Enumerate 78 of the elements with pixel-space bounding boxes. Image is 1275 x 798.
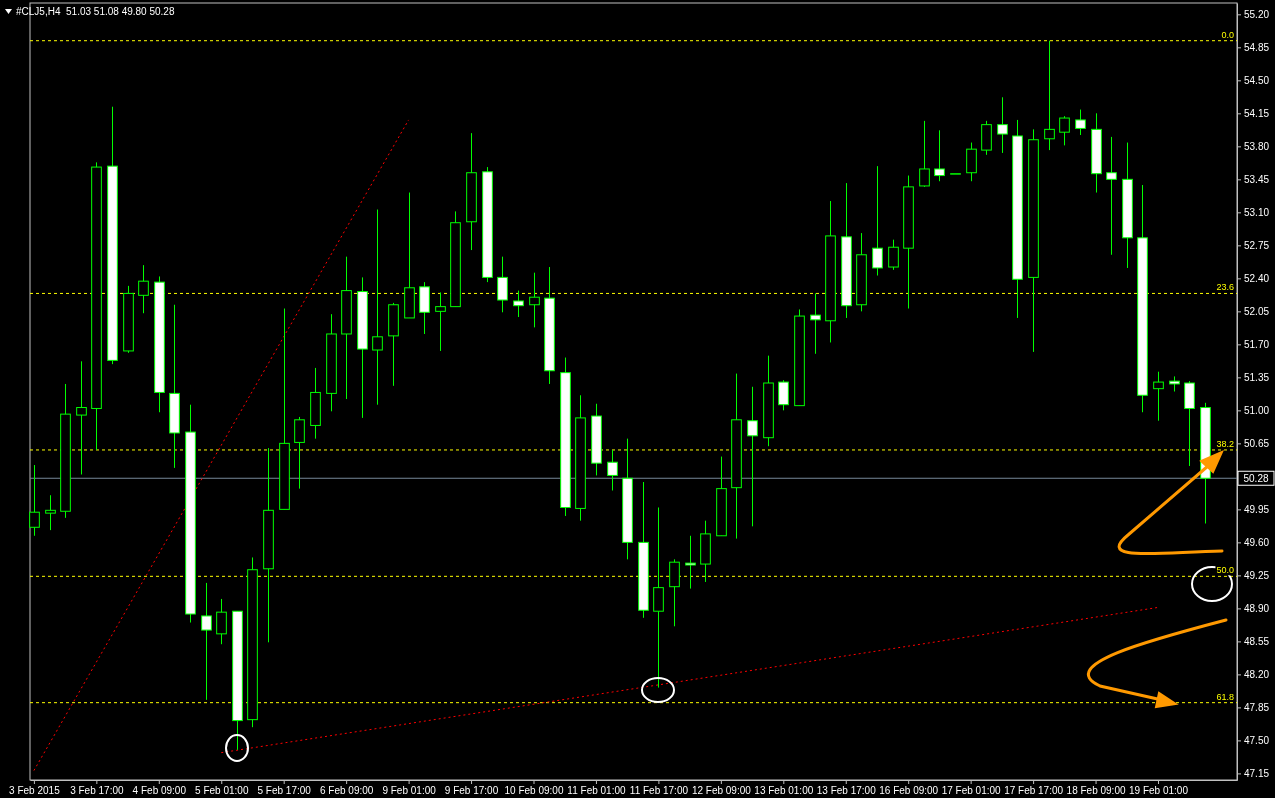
y-tick-label: 47.15 [1244,768,1270,780]
candlestick [294,416,305,490]
candlestick [497,256,508,313]
candlestick [1059,115,1070,146]
candlestick [778,379,789,411]
y-tick-label: 47.50 [1244,735,1270,747]
candlestick [607,449,618,492]
candlestick [685,535,696,590]
candlestick [997,96,1008,154]
candlestick [435,291,446,352]
candlestick [888,239,899,271]
x-tick-label: 12 Feb 09:00 [691,785,752,797]
x-tick-label: 9 Feb 01:00 [382,785,437,797]
candlestick [653,506,664,689]
candlestick [1153,371,1164,422]
x-tick-label: 6 Feb 09:00 [319,785,374,797]
candlestick [138,264,149,314]
candlestick [372,209,383,406]
candlestick [513,290,524,318]
x-tick-label: 17 Feb 17:00 [1004,785,1064,797]
candlestick [1075,109,1086,136]
candlestick [29,464,40,537]
x-tick-label: 11 Feb 01:00 [567,785,626,797]
candlestick [919,120,930,188]
y-tick-label: 53.10 [1244,207,1270,219]
y-tick-label: 53.45 [1244,174,1270,186]
x-tick-label: 16 Feb 09:00 [879,785,939,797]
y-tick-label: 54.15 [1244,108,1270,120]
candlestick [1106,136,1117,256]
y-tick-label: 50.65 [1244,438,1270,450]
y-tick-label: 51.35 [1244,372,1270,384]
y-tick-label: 49.60 [1244,537,1270,549]
y-tick-label: 55.20 [1244,9,1270,21]
x-tick-label: 18 Feb 09:00 [1066,785,1126,797]
x-tick-label: 3 Feb 2015 [9,785,61,797]
x-tick-label: 17 Feb 01:00 [941,785,1002,797]
candlestick [201,582,212,701]
x-tick-label: 11 Feb 17:00 [629,785,689,797]
y-tick-label: 47.85 [1244,702,1270,714]
candlestick [872,165,883,277]
x-tick-label: 4 Feb 09:00 [132,785,187,797]
y-tick-label: 51.00 [1244,405,1270,417]
x-tick-label: 9 Feb 17:00 [444,785,499,797]
annotation: 38.2 [1216,438,1234,449]
y-tick-label: 52.40 [1244,273,1270,285]
candlestick [747,386,758,527]
y-tick-label: 54.50 [1244,75,1270,87]
y-tick-label: 54.85 [1244,42,1270,54]
y-tick-label: 52.05 [1244,306,1270,318]
annotation: 0.0 [1221,29,1234,40]
annotation: 50.0 [1216,565,1234,576]
candlestick [810,292,821,355]
annotation: 61.8 [1216,691,1234,702]
candlestick [45,494,56,531]
x-tick-label: 10 Feb 09:00 [504,785,564,797]
x-tick-label: 13 Feb 17:00 [816,785,877,797]
y-tick-label: 53.80 [1244,141,1270,153]
y-tick-label: 51.70 [1244,339,1270,351]
candlestick [1044,40,1055,151]
chart-title: #CLJ5,H4 51.03 51.08 49.80 50.28 [16,6,175,17]
candlestick [966,142,977,182]
annotation: 23.6 [1216,282,1234,293]
ref-line-label: 50.28 [1243,473,1269,485]
x-tick-label: 5 Feb 17:00 [257,785,312,797]
candlestick [934,129,945,182]
y-tick-label: 48.20 [1244,669,1270,681]
candlestick [216,598,227,645]
y-tick-label: 49.25 [1244,570,1270,582]
y-tick-label: 49.95 [1244,504,1270,516]
y-tick-label: 48.55 [1244,636,1270,648]
y-tick-label: 48.90 [1244,603,1270,615]
candlestick [529,272,540,328]
y-tick-label: 52.75 [1244,240,1270,252]
candlestick [76,360,87,475]
x-tick-label: 13 Feb 01:00 [754,785,814,797]
x-tick-label: 19 Feb 01:00 [1129,785,1189,797]
x-tick-label: 5 Feb 01:00 [195,785,249,797]
x-tick-label: 3 Feb 17:00 [70,785,124,797]
